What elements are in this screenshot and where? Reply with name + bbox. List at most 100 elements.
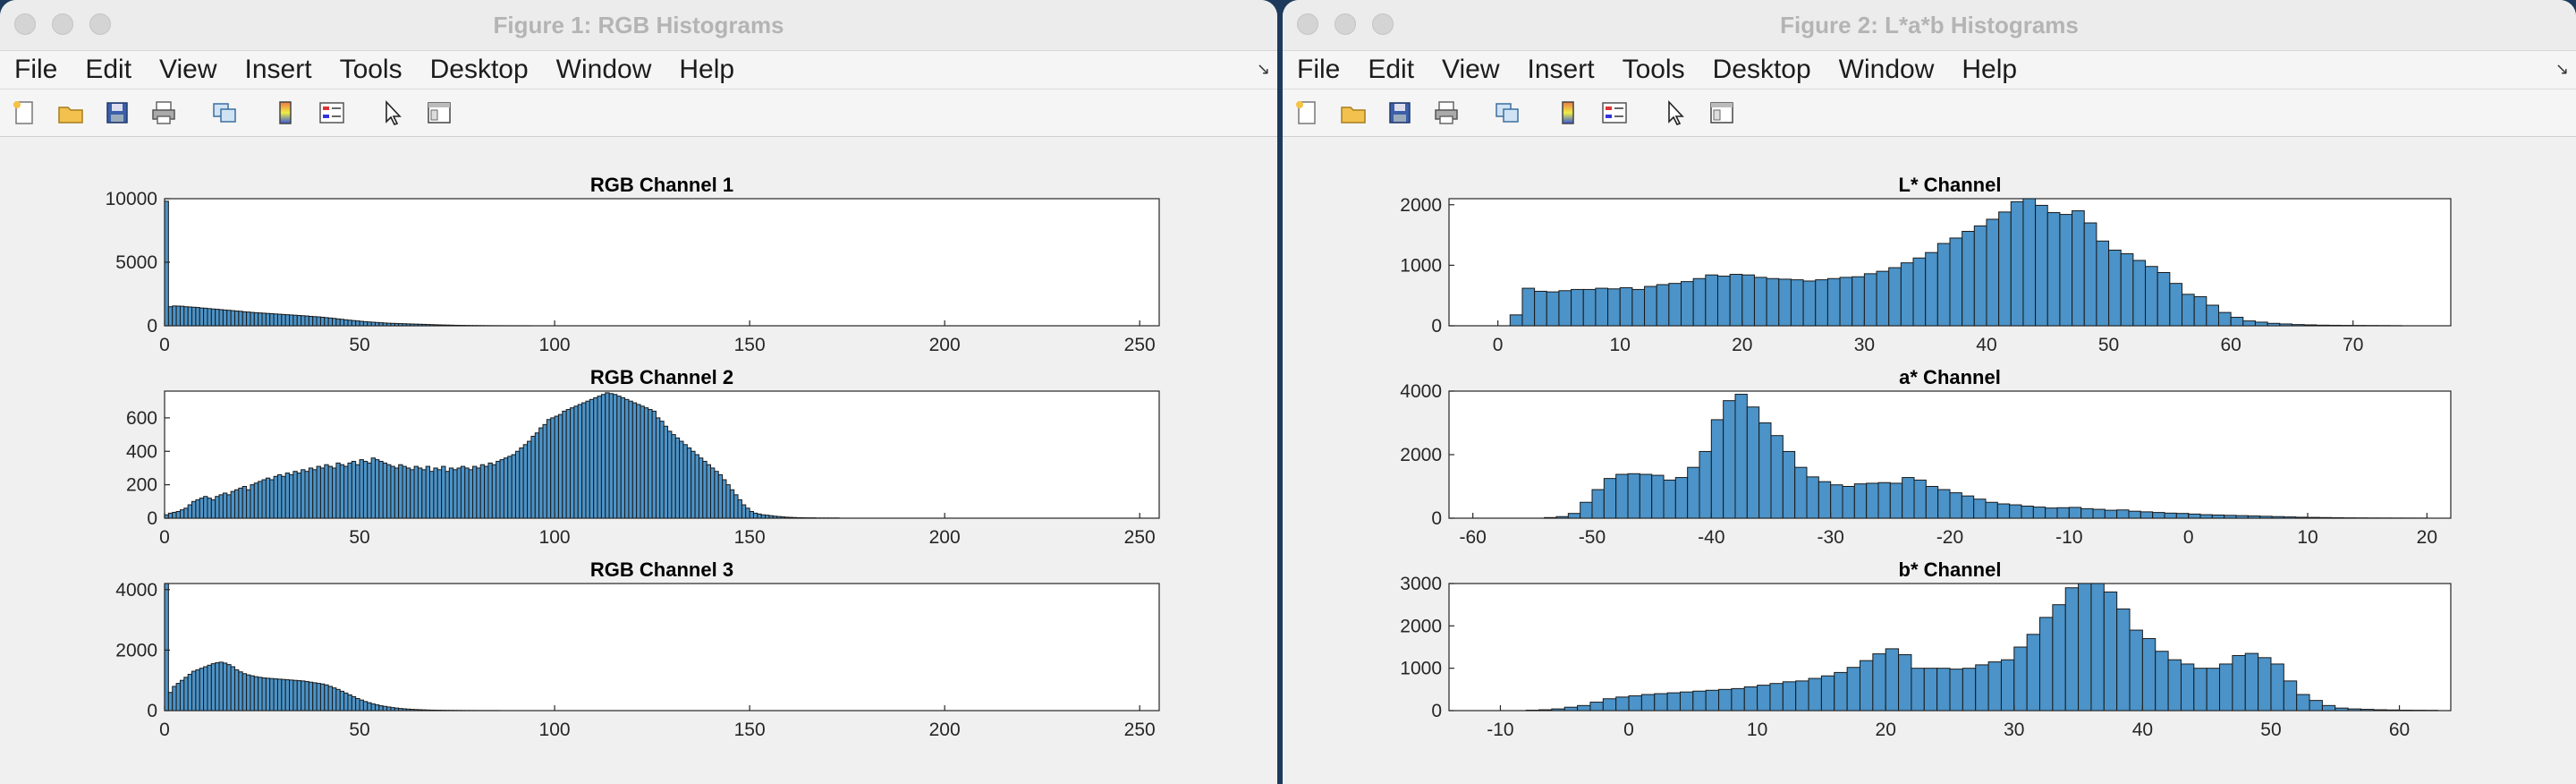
histogram-bar <box>187 673 193 712</box>
y-tick-label: 0 <box>147 316 157 337</box>
legend-icon[interactable] <box>1599 98 1630 128</box>
menu-insert[interactable]: Insert <box>244 55 312 84</box>
histogram-bar <box>327 465 334 519</box>
histogram-bar <box>1534 290 1547 327</box>
zoom-window-button[interactable] <box>1372 13 1394 35</box>
histogram-bar <box>183 507 189 519</box>
new-figure-icon[interactable] <box>1292 98 1322 128</box>
histogram-panel: 0 50 100 150 200 250 0 200 400 600 RGB Channel 2 <box>126 366 1160 548</box>
menu-view[interactable]: View <box>159 55 217 84</box>
histogram-bar <box>164 583 169 712</box>
colorbar-icon[interactable] <box>270 98 301 128</box>
close-window-button[interactable] <box>1297 13 1318 35</box>
menu-file[interactable]: File <box>14 55 58 84</box>
x-tick-label: 40 <box>2132 720 2153 740</box>
histogram-bar <box>390 322 395 327</box>
close-window-button[interactable] <box>14 13 36 35</box>
menu-tools[interactable]: Tools <box>339 55 402 84</box>
histogram-bar <box>1699 450 1712 519</box>
histogram-bar <box>2096 240 2110 327</box>
open-icon[interactable] <box>1338 98 1368 128</box>
zoom-window-button[interactable] <box>89 13 111 35</box>
minimize-window-button[interactable] <box>1335 13 1356 35</box>
histogram-bar <box>1962 668 1977 712</box>
histogram-bar <box>2291 324 2305 327</box>
histogram-bar <box>339 690 345 712</box>
menu-insert[interactable]: Insert <box>1527 55 1595 84</box>
histogram-bar <box>1911 668 1925 712</box>
y-tick-label: 4000 <box>1400 381 1442 402</box>
histogram-bar <box>284 314 291 327</box>
histogram-bar <box>671 434 676 519</box>
histogram-bar <box>304 315 309 327</box>
print-icon[interactable] <box>148 98 179 128</box>
menu-edit[interactable]: Edit <box>85 55 132 84</box>
x-tick-label: 100 <box>539 335 571 355</box>
histogram-bar <box>1563 706 1579 712</box>
menu-file[interactable]: File <box>1297 55 1341 84</box>
menu-desktop[interactable]: Desktop <box>429 55 529 84</box>
histogram-bar <box>335 318 341 327</box>
histogram-bar <box>1998 211 2012 327</box>
histogram-bar <box>390 707 395 712</box>
histogram-bar <box>410 709 415 712</box>
menu-window[interactable]: Window <box>1838 55 1935 84</box>
dock-arrow-icon[interactable]: ↘ <box>1256 60 1270 78</box>
axes-box[interactable] <box>164 198 1160 327</box>
histogram-bar <box>1631 288 1646 327</box>
dock-arrow-icon[interactable]: ↘ <box>2555 60 2569 78</box>
histogram-bar <box>413 465 419 519</box>
y-tick-label: 2000 <box>1400 445 1442 465</box>
histogram-bar <box>362 320 369 327</box>
histogram-bar <box>1885 648 1900 712</box>
histogram-bar <box>1538 709 1553 712</box>
menu-help[interactable]: Help <box>1962 55 2018 84</box>
histogram-bar <box>1615 473 1629 519</box>
menu-window[interactable]: Window <box>555 55 652 84</box>
pointer-icon[interactable] <box>377 98 408 128</box>
save-icon[interactable] <box>1385 98 1415 128</box>
property-editor-icon[interactable] <box>424 98 454 128</box>
histogram-bar <box>795 516 801 519</box>
colorbar-icon[interactable] <box>1553 98 1583 128</box>
histogram-bar <box>233 669 240 712</box>
y-tick-label: 0 <box>147 508 157 529</box>
open-icon[interactable] <box>55 98 86 128</box>
histogram-bar <box>1551 708 1565 712</box>
histogram-bar <box>429 471 435 519</box>
new-figure-icon[interactable] <box>9 98 39 128</box>
histogram-bar <box>179 509 185 519</box>
link-icon[interactable] <box>209 98 240 128</box>
histogram-bar <box>1986 218 2000 327</box>
save-icon[interactable] <box>102 98 132 128</box>
menu-help[interactable]: Help <box>679 55 735 84</box>
histogram-bar <box>706 464 712 519</box>
histogram-bar <box>191 306 197 327</box>
histogram-bar <box>2279 323 2292 327</box>
title-bar[interactable]: Figure 1: RGB Histograms <box>0 0 1277 51</box>
menu-edit[interactable]: Edit <box>1368 55 1415 84</box>
histogram-bar <box>233 311 240 327</box>
menu-view[interactable]: View <box>1442 55 1500 84</box>
histogram-bar <box>179 305 185 327</box>
x-tick-label: 60 <box>2389 720 2410 740</box>
histogram-bar <box>1757 685 1771 712</box>
link-icon[interactable] <box>1492 98 1522 128</box>
legend-icon[interactable] <box>317 98 347 128</box>
histogram-bar <box>410 323 415 327</box>
title-bar[interactable]: Figure 2: L*a*b Histograms <box>1283 0 2576 51</box>
menu-tools[interactable]: Tools <box>1622 55 1685 84</box>
menu-desktop[interactable]: Desktop <box>1712 55 1811 84</box>
histogram-bar <box>1859 660 1874 712</box>
minimize-window-button[interactable] <box>52 13 73 35</box>
x-tick-label: 250 <box>1124 335 1156 355</box>
histogram-bar <box>218 494 224 519</box>
histogram-bar <box>187 306 193 327</box>
print-icon[interactable] <box>1431 98 1462 128</box>
histogram-bar <box>745 507 750 519</box>
property-editor-icon[interactable] <box>1707 98 1737 128</box>
pointer-icon[interactable] <box>1660 98 1690 128</box>
histogram-bar <box>343 465 349 519</box>
histogram-bar <box>2022 198 2037 327</box>
